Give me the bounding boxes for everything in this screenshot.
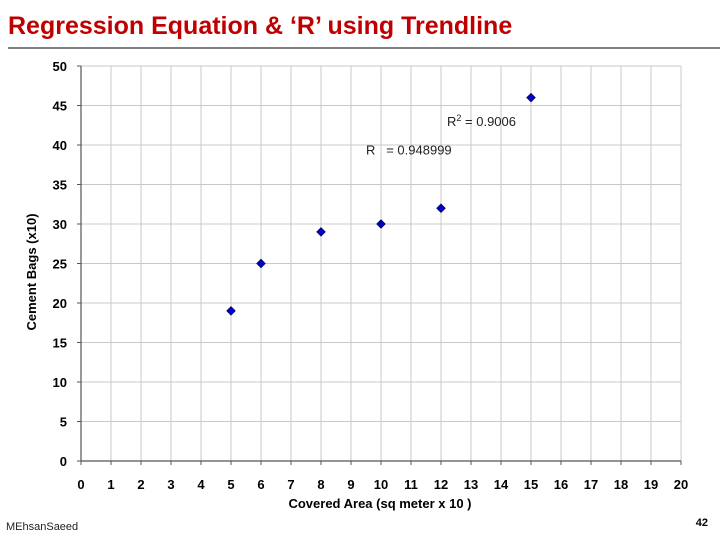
x-tick-label: 15 <box>524 477 538 492</box>
data-point <box>376 219 386 229</box>
x-tick-label: 6 <box>257 477 264 492</box>
x-tick-label: 19 <box>644 477 658 492</box>
x-tick-label: 7 <box>287 477 294 492</box>
y-tick-label: 25 <box>53 257 67 272</box>
y-tick-label: 0 <box>60 454 67 469</box>
x-tick-label: 17 <box>584 477 598 492</box>
y-tick-label: 5 <box>60 415 67 430</box>
y-tick-label: 50 <box>53 59 67 74</box>
data-point <box>436 203 446 213</box>
data-point <box>526 92 536 103</box>
x-tick-label: 14 <box>494 477 509 492</box>
author-footer: MEhsanSaeed <box>6 521 79 533</box>
x-tick-label: 8 <box>317 477 324 492</box>
x-tick-label: 9 <box>347 477 354 492</box>
x-tick-label: 5 <box>227 477 234 492</box>
y-axis-ticks: 0 5 10 15 20 25 30 35 40 45 50 <box>53 59 67 469</box>
data-point <box>226 306 236 316</box>
chart-axes <box>77 65 682 465</box>
x-tick-label: 10 <box>374 477 388 492</box>
y-tick-label: 35 <box>53 178 67 193</box>
x-axis-label: Covered Area (sq meter x 10 ) <box>288 496 471 511</box>
x-tick-label: 12 <box>434 477 448 492</box>
y-tick-label: 30 <box>53 217 67 232</box>
data-point <box>316 227 326 237</box>
title-divider <box>8 47 720 49</box>
y-tick-label: 20 <box>53 296 67 311</box>
y-tick-label: 40 <box>53 138 67 153</box>
x-tick-label: 4 <box>197 477 205 492</box>
x-tick-label: 0 <box>77 477 84 492</box>
x-tick-label: 18 <box>614 477 628 492</box>
y-axis-label: Cement Bags (x10) <box>24 213 39 330</box>
y-tick-label: 10 <box>53 375 67 390</box>
slide-title: Regression Equation & ‘R’ using Trendlin… <box>8 12 513 40</box>
chart-grid <box>81 65 682 461</box>
chart-annotations: R2 = 0.9006 R = 0.948999 <box>366 113 516 157</box>
r-value-annotation: R2 = 0.9006 <box>447 113 516 129</box>
x-tick-label: 16 <box>554 477 568 492</box>
y-tick-label: 45 <box>53 99 67 114</box>
x-tick-label: 2 <box>137 477 144 492</box>
page-number: 42 <box>695 517 708 529</box>
x-tick-label: 3 <box>167 477 174 492</box>
x-tick-label: 20 <box>674 477 688 492</box>
x-axis-ticks: 0 1 2 3 4 5 6 7 8 9 10 11 12 13 14 15 16 17 18 19 20 <box>77 477 688 492</box>
x-tick-label: 1 <box>107 477 114 492</box>
data-point <box>256 258 266 269</box>
y-tick-label: 15 <box>53 336 67 351</box>
data-points <box>226 92 536 316</box>
x-tick-label: 13 <box>464 477 478 492</box>
x-tick-label: 11 <box>404 477 418 492</box>
r-value-annotation: R = 0.948999 <box>366 142 452 157</box>
